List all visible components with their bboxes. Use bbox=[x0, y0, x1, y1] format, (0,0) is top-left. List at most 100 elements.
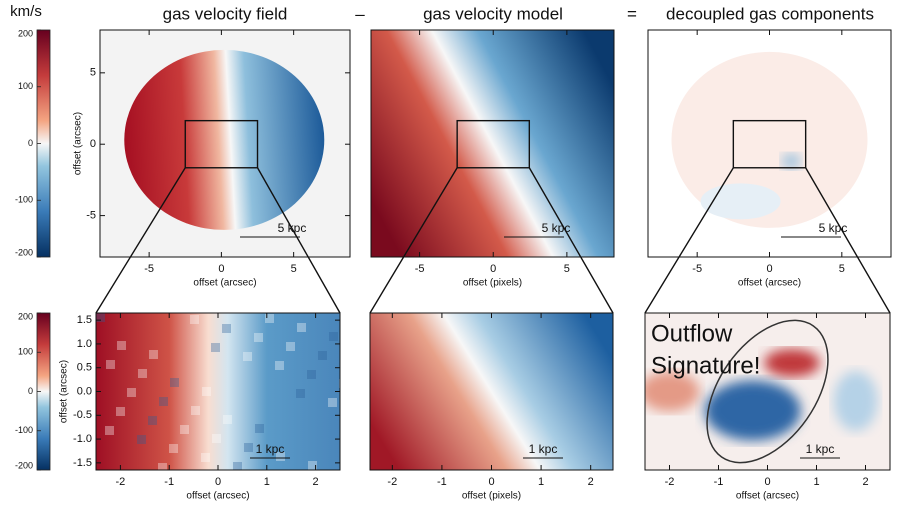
x-tick-label: 0 bbox=[218, 263, 224, 275]
noise bbox=[265, 314, 274, 323]
scalebar-label: 1 kpc bbox=[529, 442, 558, 456]
colorbar-tick-label: -100 bbox=[15, 195, 33, 205]
residual-blue bbox=[704, 380, 801, 441]
zoom-connector bbox=[95, 167, 186, 314]
noise bbox=[254, 333, 263, 342]
panel-image bbox=[370, 313, 613, 470]
residual-map bbox=[671, 51, 868, 228]
y-tick-label: 0 bbox=[90, 138, 96, 150]
panel-image bbox=[100, 30, 350, 257]
colorbar-tick-label: -200 bbox=[15, 247, 33, 257]
noise bbox=[169, 444, 178, 453]
noise bbox=[191, 406, 200, 415]
noise bbox=[138, 369, 147, 378]
x-tick-label: -1 bbox=[437, 476, 447, 488]
scalebar-label: 1 kpc bbox=[806, 442, 835, 456]
noise bbox=[212, 434, 221, 443]
noise bbox=[96, 313, 105, 322]
velocity-model bbox=[370, 313, 613, 470]
zoom-connector bbox=[528, 167, 614, 314]
noise bbox=[180, 425, 189, 434]
operator: – bbox=[355, 4, 365, 23]
panel-image bbox=[645, 313, 890, 470]
zoom-connector bbox=[644, 167, 734, 314]
noise bbox=[190, 315, 199, 324]
x-tick-label: 0 bbox=[766, 263, 772, 275]
noise bbox=[170, 378, 179, 387]
panel-title: decoupled gas components bbox=[666, 4, 874, 23]
noise bbox=[233, 462, 242, 470]
y-tick-label: 5 bbox=[90, 67, 96, 79]
colorbar-tick-label: 200 bbox=[18, 28, 33, 38]
noise bbox=[149, 350, 158, 359]
operator: = bbox=[627, 4, 637, 23]
x-tick-label: 2 bbox=[862, 476, 868, 488]
velocity-map bbox=[124, 49, 325, 230]
x-tick-label: 1 bbox=[538, 476, 544, 488]
y-tick-label: 1.5 bbox=[77, 314, 92, 326]
velocity-map bbox=[96, 313, 340, 470]
noise bbox=[307, 370, 316, 379]
panel-image bbox=[96, 313, 340, 470]
noise bbox=[297, 323, 306, 332]
zoom-box bbox=[184, 119, 259, 169]
y-tick-label: -1.0 bbox=[73, 433, 92, 445]
x-axis-label: offset (pixels) bbox=[463, 278, 522, 289]
colorbar-label: km/s bbox=[10, 3, 42, 20]
zoom-connector bbox=[805, 167, 891, 314]
noise bbox=[158, 463, 167, 470]
y-tick-label: 0.0 bbox=[77, 385, 92, 397]
noise bbox=[148, 416, 157, 425]
noise bbox=[127, 388, 136, 397]
noise bbox=[159, 397, 168, 406]
panel-title: gas velocity model bbox=[423, 4, 563, 23]
x-tick-label: -1 bbox=[714, 476, 724, 488]
y-axis-label: offset (arcsec) bbox=[59, 360, 70, 423]
x-tick-label: 0 bbox=[490, 263, 496, 275]
x-tick-label: -2 bbox=[665, 476, 675, 488]
noise bbox=[243, 352, 252, 361]
panel-title: gas velocity field bbox=[163, 4, 288, 23]
x-tick-label: 0 bbox=[764, 476, 770, 488]
colorbar-tick-label: 100 bbox=[18, 81, 33, 91]
x-tick-label: -2 bbox=[116, 476, 126, 488]
residual-red bbox=[764, 348, 820, 377]
zoom-connector bbox=[369, 167, 458, 314]
noise bbox=[105, 426, 114, 435]
noise bbox=[318, 351, 327, 360]
noise bbox=[328, 398, 337, 407]
scalebar-label: 5 kpc bbox=[542, 221, 571, 235]
noise bbox=[276, 452, 285, 461]
zoom-box bbox=[456, 119, 531, 169]
x-tick-label: -5 bbox=[415, 263, 425, 275]
noise bbox=[244, 443, 253, 452]
noise bbox=[255, 424, 264, 433]
noise bbox=[211, 343, 220, 352]
noise bbox=[308, 461, 317, 470]
noise bbox=[286, 342, 295, 351]
noise bbox=[117, 341, 126, 350]
x-axis-label: offset (arcsec) bbox=[738, 278, 801, 289]
annotation: Outflow bbox=[651, 320, 733, 347]
x-axis-label: offset (pixels) bbox=[462, 491, 521, 502]
panel-frame bbox=[99, 29, 351, 258]
scalebar-label: 1 kpc bbox=[256, 442, 285, 456]
noise bbox=[106, 360, 115, 369]
panel-frame bbox=[370, 29, 615, 258]
y-tick-label: 1.0 bbox=[77, 338, 92, 350]
y-tick-label: -1.5 bbox=[73, 457, 92, 469]
x-tick-label: 2 bbox=[588, 476, 594, 488]
colorbar-tick-label: 0 bbox=[28, 386, 33, 396]
x-tick-label: 2 bbox=[313, 476, 319, 488]
colorbar-tick-label: 0 bbox=[28, 138, 33, 148]
x-tick-label: 1 bbox=[813, 476, 819, 488]
annotation: Signature! bbox=[651, 352, 760, 379]
noise bbox=[223, 415, 232, 424]
x-axis-label: offset (arcsec) bbox=[193, 278, 256, 289]
x-tick-label: 1 bbox=[264, 476, 270, 488]
y-tick-label: -5 bbox=[86, 210, 96, 222]
colorbar-tick-label: 200 bbox=[18, 311, 33, 321]
colorbar-tick-label: -200 bbox=[15, 460, 33, 470]
x-axis-label: offset (arcsec) bbox=[186, 491, 249, 502]
